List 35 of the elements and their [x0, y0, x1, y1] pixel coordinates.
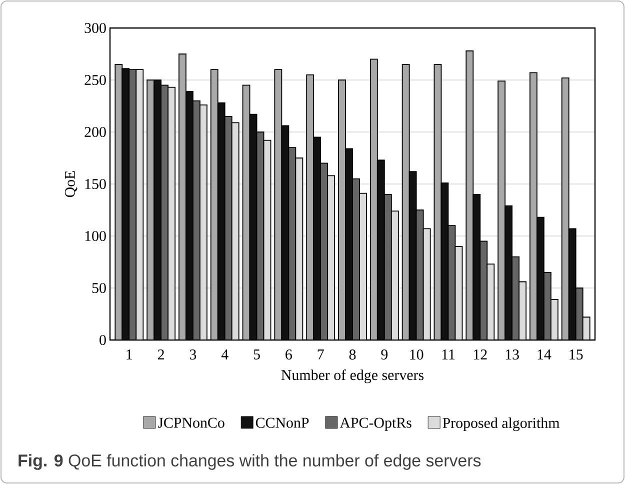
x-tick-label: 5	[254, 350, 260, 360]
bar	[448, 225, 456, 340]
x-tick-label: 9	[381, 350, 388, 360]
y-tick-label: 50	[92, 282, 106, 294]
x-tick-label: 4	[221, 350, 228, 360]
x-tick-label: 14	[538, 350, 552, 360]
legend-label: CCNonP	[256, 418, 309, 428]
x-tick-label: 13	[506, 350, 519, 360]
x-tick-label: 8	[349, 350, 356, 360]
text: Fig. 9 QoE function changes with the number of edge servers	[18, 454, 481, 470]
bar	[440, 182, 449, 340]
x-tick-label: 11	[442, 350, 455, 360]
legend-label: JCPNonCo	[158, 418, 224, 428]
x-axis-title: Number of edge servers	[281, 369, 424, 384]
y-tick-label: 100	[85, 230, 106, 242]
x-tick-label: 10	[410, 350, 424, 360]
x-tick-label: 7	[318, 350, 324, 360]
y-tick-label: 300	[84, 22, 106, 34]
x-tick-label: 1	[126, 350, 132, 360]
bar	[256, 132, 264, 340]
x-tick-label: 2	[158, 350, 164, 360]
legend-label: Proposed algorithm	[442, 418, 560, 432]
y-axis-title: QoE	[64, 171, 78, 198]
y-tick-label: 200	[84, 126, 106, 138]
bar	[434, 64, 442, 340]
y-tick-label: 150	[85, 178, 106, 190]
y-tick-label: 250	[84, 74, 106, 86]
legend-label: APC-OptRs	[340, 418, 412, 431]
bar	[242, 84, 250, 340]
x-tick-label: 12	[474, 350, 487, 360]
x-tick-label: 15	[570, 350, 583, 360]
y-tick-label: 0	[100, 334, 106, 346]
x-tick-label: 6	[286, 350, 292, 360]
bar	[249, 114, 258, 340]
x-tick-label: 3	[190, 350, 196, 360]
